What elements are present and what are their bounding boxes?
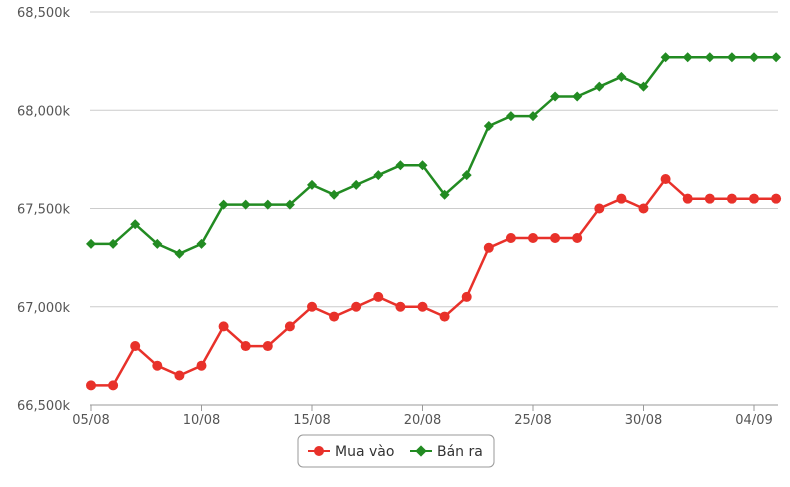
data-point[interactable] <box>594 81 605 92</box>
legend-item-ban-ra[interactable]: Bán ra <box>410 444 483 460</box>
data-point[interactable] <box>284 321 295 332</box>
data-point[interactable] <box>616 193 627 204</box>
data-point[interactable] <box>704 52 715 63</box>
data-point[interactable] <box>417 301 428 312</box>
data-point[interactable] <box>130 219 141 230</box>
data-point[interactable] <box>682 193 693 204</box>
data-point[interactable] <box>660 52 671 63</box>
y-tick-label: 66,500k <box>17 399 70 414</box>
data-point[interactable] <box>682 52 693 63</box>
data-point[interactable] <box>262 199 273 210</box>
data-point[interactable] <box>528 232 538 243</box>
x-tick-label: 30/08 <box>625 413 662 428</box>
y-tick-label: 67,000k <box>17 301 70 316</box>
data-point[interactable] <box>616 71 627 82</box>
data-point[interactable] <box>726 52 737 63</box>
legend: Mua vào Bán ra <box>297 434 495 468</box>
x-axis <box>90 404 778 411</box>
data-point[interactable] <box>660 174 671 185</box>
data-point[interactable] <box>307 179 317 190</box>
legend-label-mua-vao: Mua vào <box>335 444 394 460</box>
x-tick-label: 10/08 <box>183 413 220 428</box>
data-point[interactable] <box>196 360 207 371</box>
data-point[interactable] <box>329 311 340 322</box>
data-point[interactable] <box>395 160 406 171</box>
data-point[interactable] <box>505 111 516 122</box>
data-point[interactable] <box>505 232 516 243</box>
data-point[interactable] <box>351 301 362 312</box>
data-point[interactable] <box>417 160 428 171</box>
data-point[interactable] <box>152 360 163 371</box>
data-point[interactable] <box>130 341 141 352</box>
data-point[interactable] <box>240 199 251 210</box>
data-point[interactable] <box>329 189 340 200</box>
data-point[interactable] <box>284 199 295 210</box>
data-point[interactable] <box>550 232 561 243</box>
legend-swatch-ban-ra-marker <box>415 445 427 457</box>
legend-item-mua-vao[interactable]: Mua vào <box>308 444 394 460</box>
data-point[interactable] <box>572 232 583 243</box>
series-line <box>91 177 777 387</box>
data-point[interactable] <box>483 242 494 253</box>
series-0 <box>86 174 782 391</box>
y-tick-label: 68,500k <box>17 6 70 21</box>
data-point[interactable] <box>174 248 185 259</box>
data-point[interactable] <box>262 341 273 352</box>
data-point[interactable] <box>638 81 649 92</box>
x-tick-label: 25/08 <box>514 413 551 428</box>
data-point[interactable] <box>218 321 229 332</box>
data-point[interactable] <box>594 203 605 214</box>
data-point[interactable] <box>108 380 119 391</box>
data-point[interactable] <box>240 341 251 352</box>
legend-label-ban-ra: Bán ra <box>437 444 483 460</box>
data-point[interactable] <box>461 291 472 302</box>
data-point[interactable] <box>528 111 538 122</box>
data-point[interactable] <box>373 291 384 302</box>
data-point[interactable] <box>749 52 759 63</box>
data-point[interactable] <box>351 179 362 190</box>
data-point[interactable] <box>771 193 782 204</box>
x-tick-label: 04/09 <box>735 413 772 428</box>
x-tick-label: 05/08 <box>72 413 109 428</box>
data-point[interactable] <box>174 370 185 381</box>
legend-frame <box>297 434 495 468</box>
data-point[interactable] <box>749 193 759 204</box>
data-point[interactable] <box>572 91 583 102</box>
data-point[interactable] <box>483 120 494 131</box>
data-point[interactable] <box>152 238 163 249</box>
data-point[interactable] <box>307 301 317 312</box>
y-axis-tick-labels: 66,500k 67,000k 67,500k 68,000k 68,500k <box>17 6 70 414</box>
series-line <box>91 55 777 255</box>
grid-lines <box>90 11 778 308</box>
data-point[interactable] <box>395 301 406 312</box>
x-tick-label: 20/08 <box>404 413 441 428</box>
data-point[interactable] <box>218 199 229 210</box>
data-point[interactable] <box>771 52 782 63</box>
data-point[interactable] <box>86 380 96 391</box>
x-tick-label: 15/08 <box>293 413 330 428</box>
data-point[interactable] <box>108 238 119 249</box>
data-point[interactable] <box>704 193 715 204</box>
y-tick-label: 68,000k <box>17 104 70 119</box>
x-axis-tick-labels: 05/08 10/08 15/08 20/08 25/08 30/08 04/09 <box>72 413 772 428</box>
data-point[interactable] <box>86 238 96 249</box>
data-point[interactable] <box>550 91 561 102</box>
legend-swatch-mua-vao-marker <box>314 446 324 456</box>
y-tick-label: 67,500k <box>17 203 70 218</box>
data-point[interactable] <box>638 203 649 214</box>
data-point[interactable] <box>439 311 450 322</box>
data-point[interactable] <box>461 170 472 181</box>
series-1 <box>86 52 782 259</box>
data-point[interactable] <box>373 170 384 181</box>
series-group <box>86 52 782 391</box>
data-point[interactable] <box>726 193 737 204</box>
data-point[interactable] <box>196 238 207 249</box>
data-point[interactable] <box>439 189 450 200</box>
